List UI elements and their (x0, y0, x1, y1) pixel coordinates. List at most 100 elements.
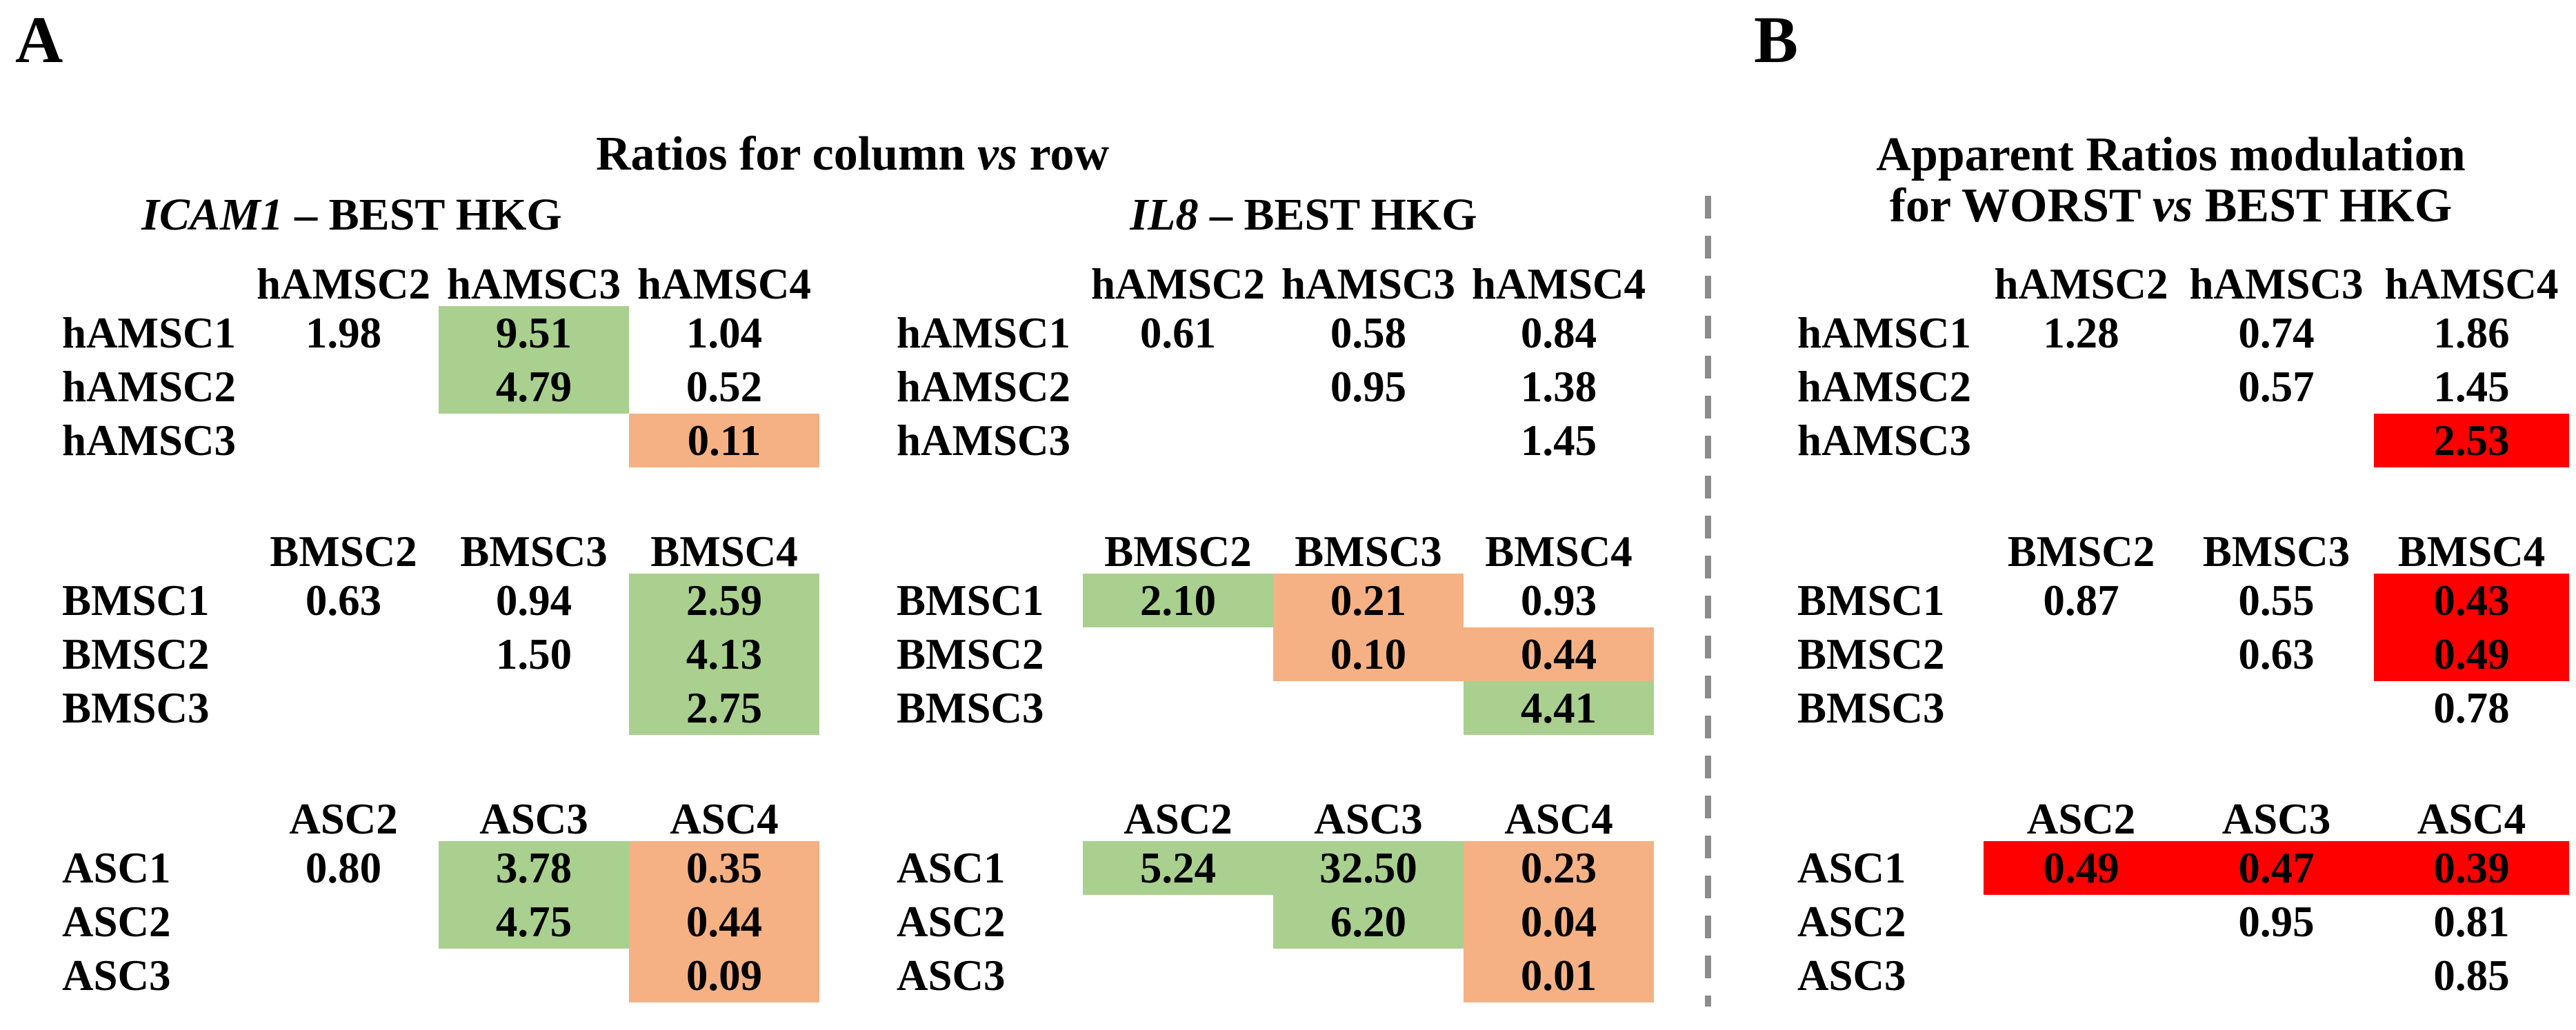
row-label: BMSC2 (1797, 630, 1945, 678)
ratio-value-cell: 0.85 (2433, 951, 2510, 1000)
row-label: hAMSC3 (62, 416, 237, 465)
panel-b-label: B (1754, 3, 1799, 77)
ratio-value-cell: 0.52 (686, 363, 763, 411)
ratio-value-cell: 0.10 (1273, 627, 1464, 681)
column-header: hAMSC3 (2189, 260, 2364, 308)
column-header: BMSC3 (460, 527, 608, 576)
panel-b-title-vs: vs (2152, 179, 2193, 232)
ratio-value-cell (1984, 360, 2179, 414)
row-label: ASC2 (1797, 898, 1906, 946)
ratio-value-cell (1984, 627, 2179, 681)
ratio-value-cell: 0.63 (2238, 630, 2315, 678)
panel-a-title-vs: vs (977, 128, 1018, 181)
ratio-value-cell (1273, 414, 1464, 467)
column-header: BMSC4 (2397, 527, 2546, 576)
worst-vs-best-matrices: hAMSC2 hAMSC3 hAMSC4 hAMSC1 1.28 0.74 1.86 hAMS… (1797, 262, 2569, 1030)
ratio-value-cell: 0.95 (2238, 898, 2315, 946)
matrix-corner-spacer (897, 529, 1083, 574)
ratio-matrix-hAMSC: hAMSC2 hAMSC3 hAMSC4 hAMSC1 1.28 0.74 1.86 hAMS… (1797, 262, 2569, 467)
ratio-value-cell (248, 681, 439, 735)
ratio-value-cell (1083, 627, 1273, 681)
il8-table-heading: IL8 – BEST HKG (924, 190, 1683, 240)
ratio-value-cell: 0.01 (1464, 949, 1654, 1002)
ratio-value-cell (439, 681, 629, 735)
column-header: ASC2 (1124, 795, 1232, 843)
ratio-value-cell: 2.75 (629, 681, 819, 735)
ratio-value-cell: 0.78 (2433, 684, 2510, 732)
column-header: ASC4 (1504, 795, 1613, 843)
panel-a-title-pre: Ratios for column (595, 128, 977, 181)
ratio-value-cell (248, 949, 439, 1002)
ratio-value-cell: 1.50 (495, 630, 572, 678)
column-header: hAMSC2 (1994, 260, 2168, 308)
ratio-value-cell: 4.79 (439, 360, 629, 414)
matrix-corner-spacer (62, 529, 248, 574)
ratio-value-cell (439, 949, 629, 1002)
ratio-value-cell: 0.93 (1520, 576, 1597, 625)
ratio-value-cell: 3.78 (439, 841, 629, 895)
column-header: hAMSC3 (1281, 260, 1456, 308)
ratio-value-cell: 2.10 (1083, 574, 1273, 627)
row-label: BMSC1 (897, 576, 1044, 625)
ratio-value-cell: 0.84 (1520, 309, 1597, 357)
row-label: ASC2 (62, 898, 171, 946)
row-label: hAMSC1 (1797, 309, 1972, 357)
row-label: hAMSC2 (1797, 363, 1972, 411)
row-label: ASC1 (897, 844, 1006, 892)
ratio-value-cell (1984, 949, 2179, 1002)
row-label: ASC3 (897, 951, 1006, 1000)
ratio-value-cell: 0.81 (2433, 898, 2510, 946)
matrix-corner-spacer (897, 797, 1083, 841)
panel-a-title: Ratios for column vs row (62, 130, 1643, 179)
ratio-matrix-BMSC: BMSC2 BMSC3 BMSC4 BMSC1 0.63 0.94 2.59 BMSC2 1.5… (62, 529, 819, 735)
ratio-value-cell: 1.98 (305, 309, 382, 357)
column-header: ASC2 (289, 795, 398, 843)
row-label: hAMSC3 (897, 416, 1071, 465)
row-label: hAMSC3 (1797, 416, 1972, 465)
matrix-corner-spacer (62, 262, 248, 306)
ratio-value-cell: 0.87 (2043, 576, 2119, 625)
ratio-value-cell: 0.49 (1984, 841, 2179, 895)
ratio-matrix-BMSC: BMSC2 BMSC3 BMSC4 BMSC1 0.87 0.55 0.43 BMSC2 0.6… (1797, 529, 2569, 735)
ratio-value-cell: 1.04 (686, 309, 763, 357)
ratio-value-cell (1273, 949, 1464, 1002)
ratio-value-cell: 0.47 (2179, 841, 2374, 895)
row-label: BMSC3 (1797, 684, 1945, 732)
column-header: hAMSC3 (446, 260, 621, 308)
matrix-corner-spacer (1797, 797, 1984, 841)
row-label: BMSC2 (897, 630, 1044, 678)
ratio-value-cell: 2.53 (2374, 414, 2569, 467)
column-header: ASC4 (2417, 795, 2526, 843)
row-label: BMSC1 (1797, 576, 1945, 625)
ratio-value-cell: 6.20 (1273, 895, 1464, 949)
column-header: BMSC2 (2007, 527, 2155, 576)
ratio-value-cell: 4.41 (1464, 681, 1654, 735)
ratio-value-cell (2179, 681, 2374, 735)
il8-gene-name: IL8 (1130, 190, 1199, 240)
ratio-value-cell (1984, 681, 2179, 735)
panel-a-title-post: row (1017, 128, 1110, 181)
ratio-value-cell (248, 360, 439, 414)
row-label: BMSC3 (62, 684, 210, 732)
ratio-value-cell: 0.44 (629, 895, 819, 949)
ratio-value-cell: 1.45 (2433, 363, 2510, 411)
ratio-value-cell: 0.39 (2374, 841, 2569, 895)
ratio-value-cell: 4.75 (439, 895, 629, 949)
ratio-value-cell: 0.63 (305, 576, 382, 625)
icam1-matrices: hAMSC2 hAMSC3 hAMSC4 hAMSC1 1.98 9.51 1.04 hAMS… (62, 262, 819, 1030)
row-label: hAMSC2 (62, 363, 237, 411)
ratio-value-cell (248, 627, 439, 681)
panel-b-title-line2-pre: for WORST (1889, 179, 2153, 232)
ratio-value-cell: 0.35 (629, 841, 819, 895)
row-label: BMSC3 (897, 684, 1044, 732)
ratio-value-cell: 1.38 (1520, 363, 1597, 411)
ratio-value-cell: 0.23 (1464, 841, 1654, 895)
il8-matrices: hAMSC2 hAMSC3 hAMSC4 hAMSC1 0.61 0.58 0.84 hAMS… (897, 262, 1654, 1030)
ratio-value-cell: 0.11 (629, 414, 819, 467)
matrix-corner-spacer (1797, 262, 1984, 306)
ratio-value-cell: 2.59 (629, 574, 819, 627)
row-label: ASC3 (62, 951, 171, 1000)
column-header: hAMSC4 (1471, 260, 1646, 308)
column-header: hAMSC2 (256, 260, 431, 308)
